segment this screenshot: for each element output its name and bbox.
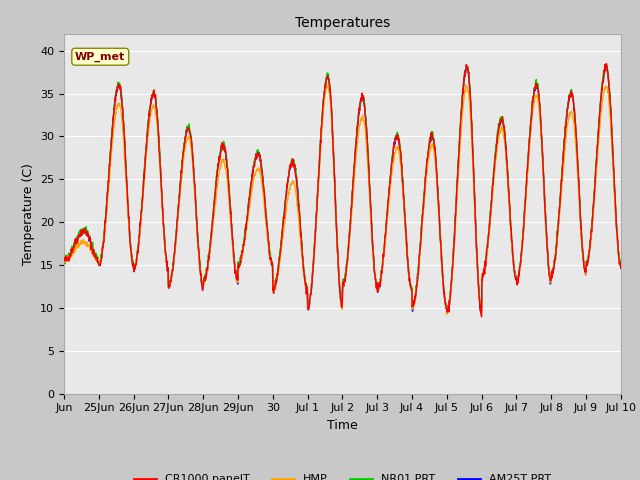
HMP	[324, 82, 332, 88]
CR1000 panelT	[317, 126, 325, 132]
CR1000 panelT	[477, 314, 485, 320]
CR1000 panelT	[617, 265, 625, 271]
Line: CR1000 panelT: CR1000 panelT	[64, 64, 621, 317]
HMP	[617, 262, 625, 268]
AM25T PRT	[328, 113, 335, 119]
AM25T PRT	[147, 96, 155, 102]
HMP	[556, 209, 564, 215]
HMP	[444, 312, 451, 317]
NR01 PRT	[617, 257, 625, 263]
AM25T PRT	[611, 181, 618, 187]
Title: Temperatures: Temperatures	[295, 16, 390, 30]
NR01 PRT	[60, 255, 68, 261]
NR01 PRT	[328, 112, 335, 118]
AM25T PRT	[317, 130, 325, 136]
AM25T PRT	[556, 206, 563, 212]
NR01 PRT	[317, 128, 325, 133]
NR01 PRT	[603, 63, 611, 69]
CR1000 panelT	[611, 179, 618, 184]
Line: HMP: HMP	[64, 85, 621, 314]
Y-axis label: Temperature (C): Temperature (C)	[22, 163, 35, 264]
CR1000 panelT	[60, 257, 68, 263]
X-axis label: Time: Time	[327, 419, 358, 432]
NR01 PRT	[474, 263, 481, 269]
HMP	[317, 136, 325, 142]
NR01 PRT	[147, 98, 155, 104]
Line: AM25T PRT: AM25T PRT	[64, 67, 621, 313]
AM25T PRT	[444, 310, 451, 316]
HMP	[474, 281, 482, 287]
HMP	[328, 127, 336, 132]
CR1000 panelT	[328, 108, 335, 114]
HMP	[611, 187, 618, 192]
Line: NR01 PRT: NR01 PRT	[64, 66, 621, 313]
NR01 PRT	[556, 205, 563, 211]
NR01 PRT	[611, 180, 618, 185]
AM25T PRT	[60, 258, 68, 264]
CR1000 panelT	[602, 61, 610, 67]
AM25T PRT	[603, 64, 611, 70]
NR01 PRT	[477, 310, 485, 316]
CR1000 panelT	[556, 205, 563, 211]
AM25T PRT	[474, 275, 482, 280]
AM25T PRT	[617, 262, 625, 267]
Legend: CR1000 panelT, HMP, NR01 PRT, AM25T PRT: CR1000 panelT, HMP, NR01 PRT, AM25T PRT	[129, 470, 556, 480]
CR1000 panelT	[474, 266, 481, 272]
HMP	[60, 259, 68, 265]
HMP	[147, 109, 155, 115]
Text: WP_met: WP_met	[75, 51, 125, 62]
CR1000 panelT	[147, 100, 155, 106]
